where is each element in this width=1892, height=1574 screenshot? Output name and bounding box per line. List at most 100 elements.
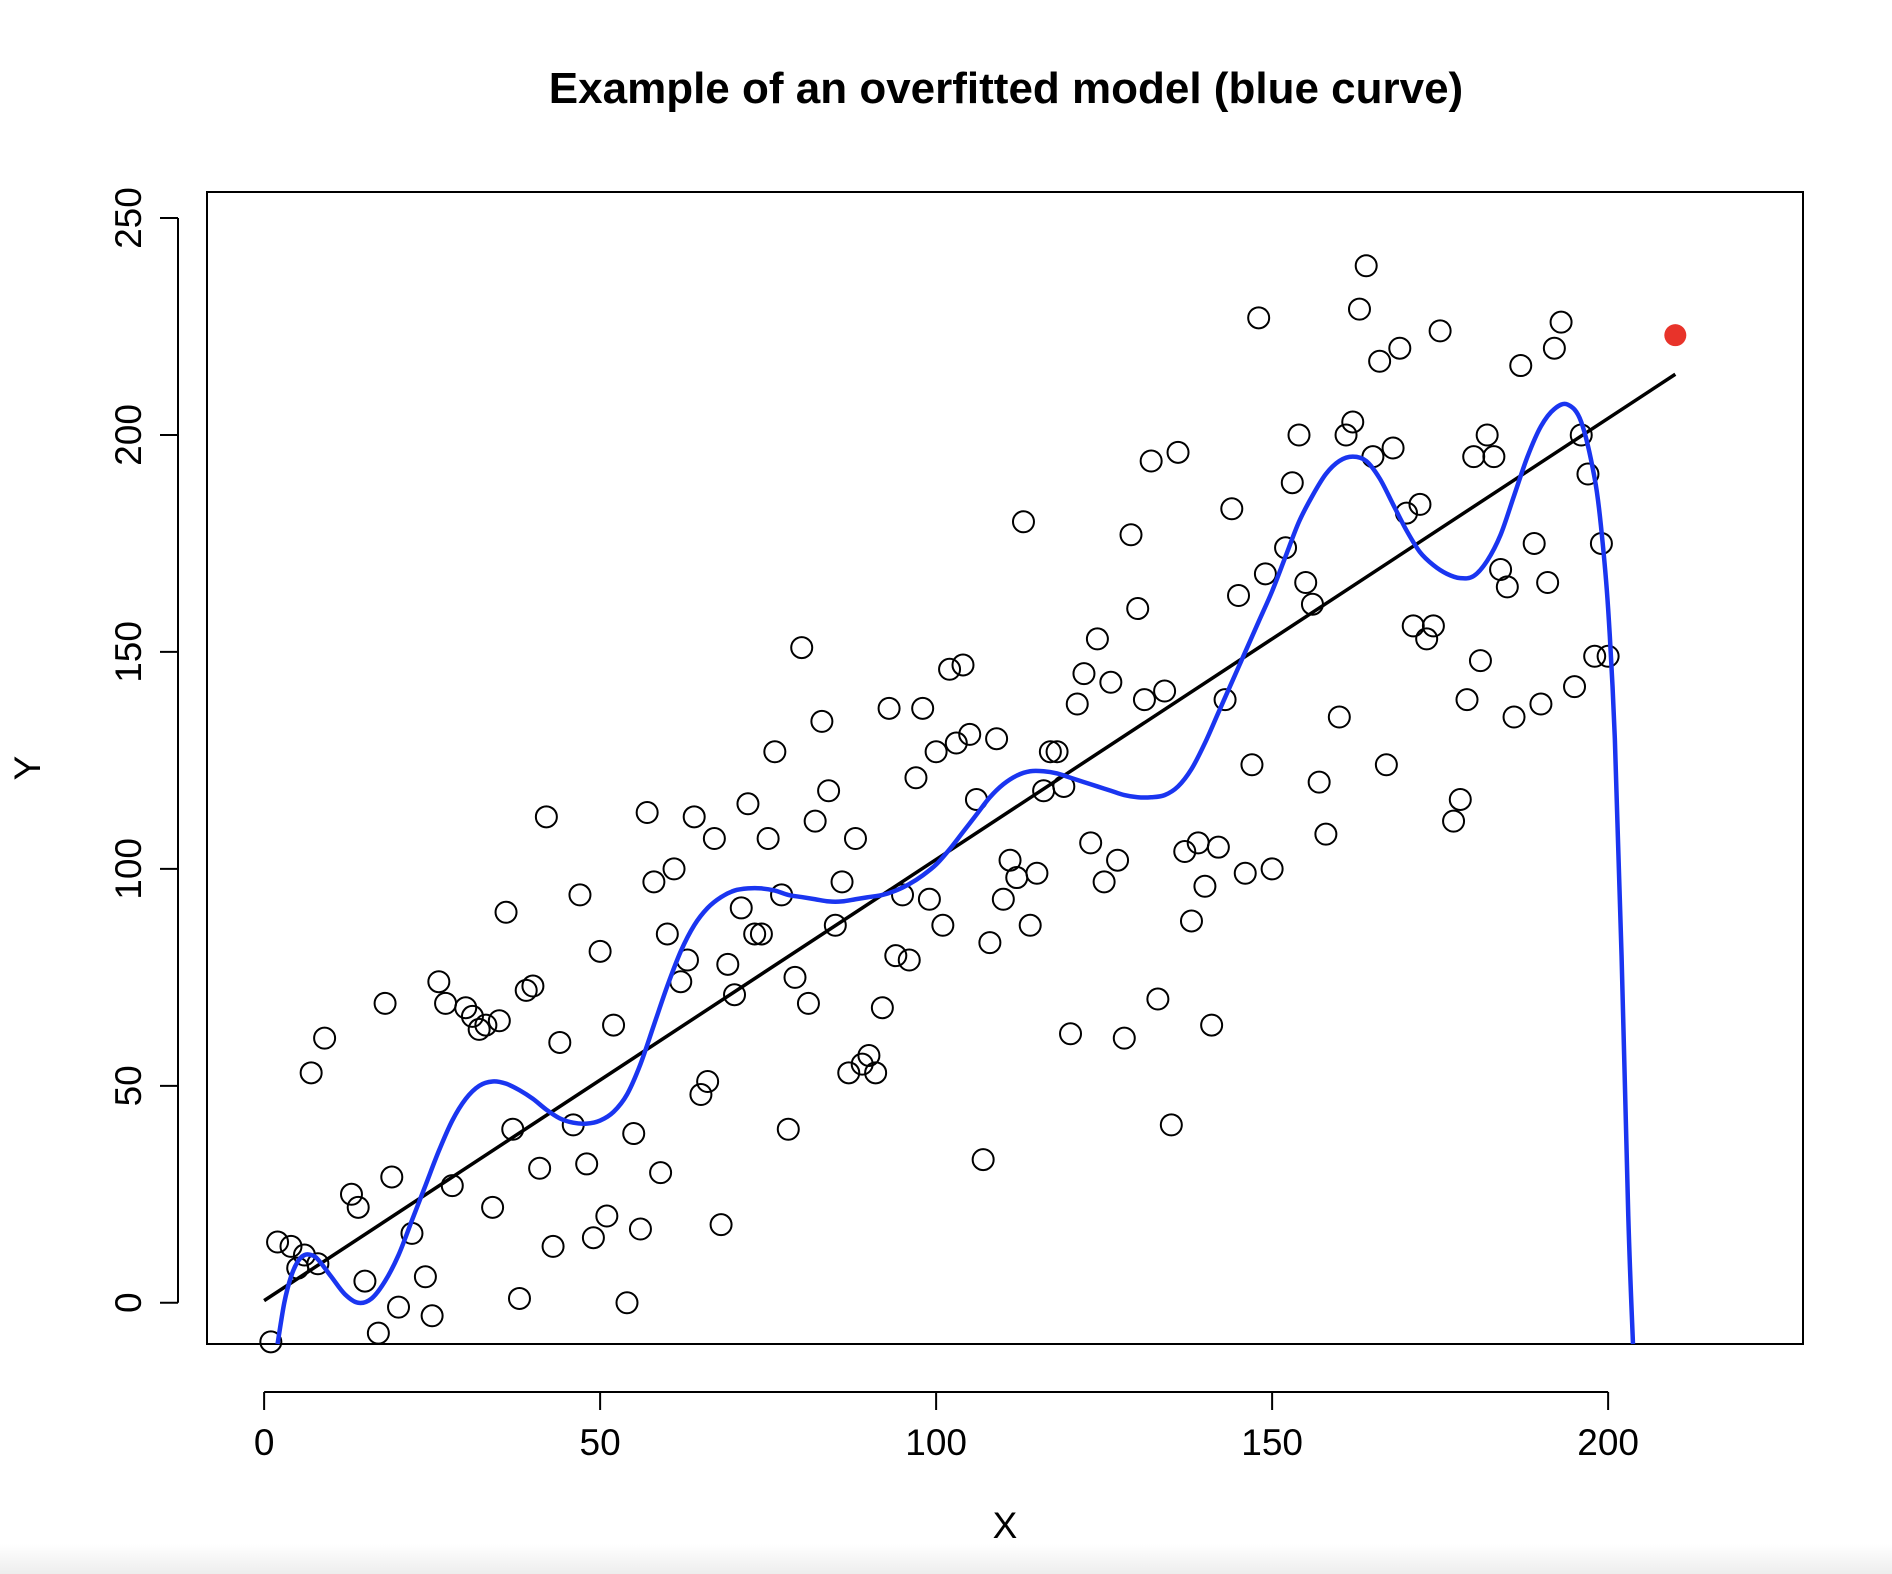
data-point (380, 1165, 404, 1189)
data-point (313, 1026, 337, 1050)
x-tick-label: 0 (254, 1422, 275, 1463)
data-point (299, 1061, 323, 1085)
data-point (1005, 866, 1029, 890)
data-point (1448, 787, 1472, 811)
data-point (689, 1083, 713, 1107)
data-point (1280, 471, 1304, 495)
x-tick-label: 150 (1241, 1422, 1303, 1463)
data-point (891, 883, 915, 907)
data-point (1059, 1022, 1083, 1046)
data-point (864, 1061, 888, 1085)
data-point (575, 1152, 599, 1176)
data-point (366, 1321, 390, 1345)
data-point (944, 731, 968, 755)
x-axis: 0 50 100 150 200 (254, 1391, 1639, 1463)
data-point (1334, 423, 1358, 447)
data-point (1106, 848, 1130, 872)
data-point (541, 1234, 565, 1258)
x-axis-label: X (993, 1505, 1018, 1546)
data-point (1542, 336, 1566, 360)
data-point (1240, 753, 1264, 777)
data-point (1287, 423, 1311, 447)
data-point (1233, 861, 1257, 885)
data-point (1079, 831, 1103, 855)
data-point (1415, 627, 1439, 651)
data-point (1468, 649, 1492, 673)
data-point (823, 913, 847, 937)
data-point (494, 900, 518, 924)
data-point (1294, 571, 1318, 595)
x-tick-label: 200 (1577, 1422, 1639, 1463)
highlighted-point (1664, 324, 1687, 347)
data-point (917, 887, 941, 911)
y-tick-label: 150 (108, 621, 149, 683)
data-point (481, 1195, 505, 1219)
data-point (279, 1234, 303, 1258)
data-point (1092, 870, 1116, 894)
x-tick-label: 100 (905, 1422, 967, 1463)
data-point (1536, 571, 1560, 595)
data-point (1495, 575, 1519, 599)
data-point (1462, 445, 1486, 469)
data-point (1576, 462, 1600, 486)
data-point (1139, 449, 1163, 473)
data-point (1213, 688, 1237, 712)
data-point (1220, 497, 1244, 521)
data-point (803, 809, 827, 833)
y-tick-label: 50 (108, 1065, 149, 1106)
data-point (931, 913, 955, 937)
scatter-points (259, 254, 1620, 1354)
data-point (1132, 688, 1156, 712)
data-point (911, 696, 935, 720)
data-point (1193, 874, 1217, 898)
data-point (1482, 445, 1506, 469)
data-point (1502, 705, 1526, 729)
data-point (843, 827, 867, 851)
data-point (588, 939, 612, 963)
data-point (514, 978, 538, 1002)
data-point (1475, 423, 1499, 447)
data-point (1099, 670, 1123, 694)
data-point (1307, 770, 1331, 794)
data-point (696, 1069, 720, 1093)
data-point (581, 1226, 605, 1250)
data-point (756, 827, 780, 851)
data-point (266, 1230, 290, 1254)
data-point (1421, 614, 1445, 638)
data-point (783, 965, 807, 989)
data-point (1583, 644, 1607, 668)
data-point (1428, 319, 1452, 343)
data-point (1166, 440, 1190, 464)
data-point (723, 983, 747, 1007)
data-point (709, 1213, 733, 1237)
data-point (884, 944, 908, 968)
data-point (736, 792, 760, 816)
data-point (1065, 692, 1089, 716)
data-point (434, 991, 458, 1015)
fit-lines (263, 324, 1687, 1345)
data-point (1354, 254, 1378, 278)
data-point (897, 948, 921, 972)
data-point (830, 870, 854, 894)
data-point (1341, 410, 1365, 434)
data-point (729, 896, 753, 920)
y-tick-label: 250 (108, 187, 149, 249)
data-point (1442, 809, 1466, 833)
data-point (474, 1013, 498, 1037)
data-point (1247, 306, 1271, 330)
data-point (1314, 822, 1338, 846)
plot-frame (206, 191, 1804, 1345)
data-point (1361, 445, 1385, 469)
data-point (1200, 1013, 1224, 1037)
data-point (259, 1330, 283, 1354)
data-point (1112, 1026, 1136, 1050)
data-point (1549, 310, 1573, 334)
data-point (346, 1195, 370, 1219)
data-point (749, 922, 773, 946)
chart-title: Example of an overfitted model (blue cur… (549, 64, 1463, 113)
data-point (702, 827, 726, 851)
data-point (958, 722, 982, 746)
data-point (1529, 692, 1553, 716)
data-point (1159, 1113, 1183, 1137)
